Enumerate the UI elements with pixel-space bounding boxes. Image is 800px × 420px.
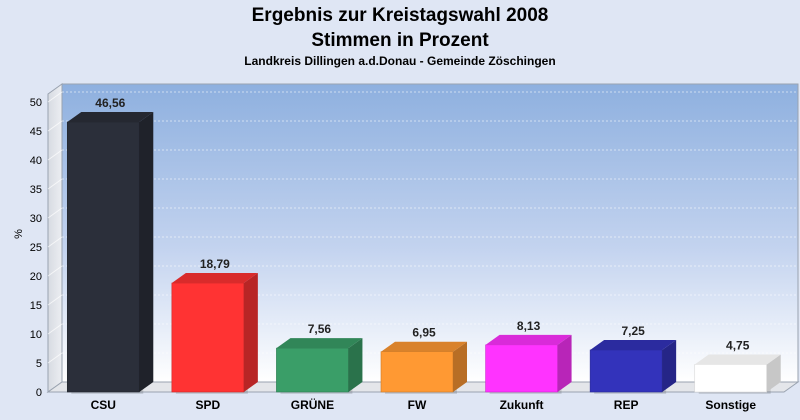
data-label: 7,25 xyxy=(621,324,645,338)
chart-title-2: Stimmen in Prozent xyxy=(311,30,489,51)
y-tick-label: 15 xyxy=(30,300,42,312)
bar-grüne: 7,56 xyxy=(276,322,363,394)
data-label: 18,79 xyxy=(200,257,230,271)
bar-side xyxy=(453,341,467,392)
bar-top xyxy=(590,339,677,350)
data-label: 4,75 xyxy=(726,338,750,352)
gridline-side xyxy=(47,207,63,219)
bar-top xyxy=(485,334,572,345)
y-tick-label: 25 xyxy=(30,242,42,254)
bar-top xyxy=(171,273,258,284)
y-tick-label: 40 xyxy=(30,155,42,167)
bar-rep: 7,25 xyxy=(589,324,677,394)
bar-zukunft: 8,13 xyxy=(485,319,572,394)
bar-csu: 46,56 xyxy=(66,96,154,395)
bar-front xyxy=(694,364,768,393)
gridline-side xyxy=(47,352,63,364)
bar-side xyxy=(662,339,677,392)
x-tick-label: Sonstige xyxy=(705,398,756,412)
bar-front xyxy=(276,347,349,393)
gridline-side xyxy=(47,294,63,306)
data-label: 8,13 xyxy=(517,319,541,333)
bar-side xyxy=(557,334,572,392)
chart-subtitle: Landkreis Dillingen a.d.Donau - Gemeinde… xyxy=(244,54,555,68)
x-tick-label: FW xyxy=(408,398,427,412)
gridline-side xyxy=(47,120,63,132)
bar-side xyxy=(243,273,258,392)
bar-top xyxy=(276,338,363,349)
gridline-side xyxy=(47,265,63,277)
bar-front xyxy=(380,351,454,393)
y-tick-label: 50 xyxy=(30,97,42,109)
data-label: 6,95 xyxy=(412,326,436,340)
bar-side xyxy=(348,338,363,392)
chart-title: Ergebnis zur Kreistagswahl 2008 xyxy=(252,5,549,26)
y-tick-label: 30 xyxy=(30,213,42,225)
bar-front xyxy=(485,344,558,393)
x-tick-label: CSU xyxy=(91,398,116,412)
bar-front xyxy=(589,349,663,393)
bar-top xyxy=(67,111,154,122)
data-label: 7,56 xyxy=(308,322,332,336)
x-tick-label: GRÜNE xyxy=(291,397,334,412)
bar-top xyxy=(381,341,467,352)
gridline-side xyxy=(47,178,63,190)
x-tick-label: REP xyxy=(614,398,639,412)
bar-top xyxy=(694,354,781,365)
x-tick-label: Zukunft xyxy=(500,398,544,412)
bar-front xyxy=(171,282,245,393)
gridline-side xyxy=(47,149,63,161)
y-axis-label: % xyxy=(13,229,25,239)
bar-sonstige: 4,75 xyxy=(694,338,781,394)
bar-side xyxy=(766,354,781,392)
y-tick-label: 20 xyxy=(30,271,42,283)
gridline-side xyxy=(47,323,63,335)
bar-side xyxy=(139,111,154,393)
bar-spd: 18,79 xyxy=(171,257,258,394)
bar-fw: 6,95 xyxy=(380,326,467,394)
data-label: 46,56 xyxy=(95,96,125,110)
y-tick-label: 0 xyxy=(36,387,42,399)
y-tick-label: 35 xyxy=(30,184,42,196)
bar-front xyxy=(66,121,140,393)
y-tick-label: 10 xyxy=(30,329,42,341)
gridline-side xyxy=(47,91,63,103)
gridline-side xyxy=(47,236,63,248)
x-tick-label: SPD xyxy=(196,398,221,412)
y-tick-label: 5 xyxy=(36,358,42,370)
y-tick-label: 45 xyxy=(30,126,42,138)
